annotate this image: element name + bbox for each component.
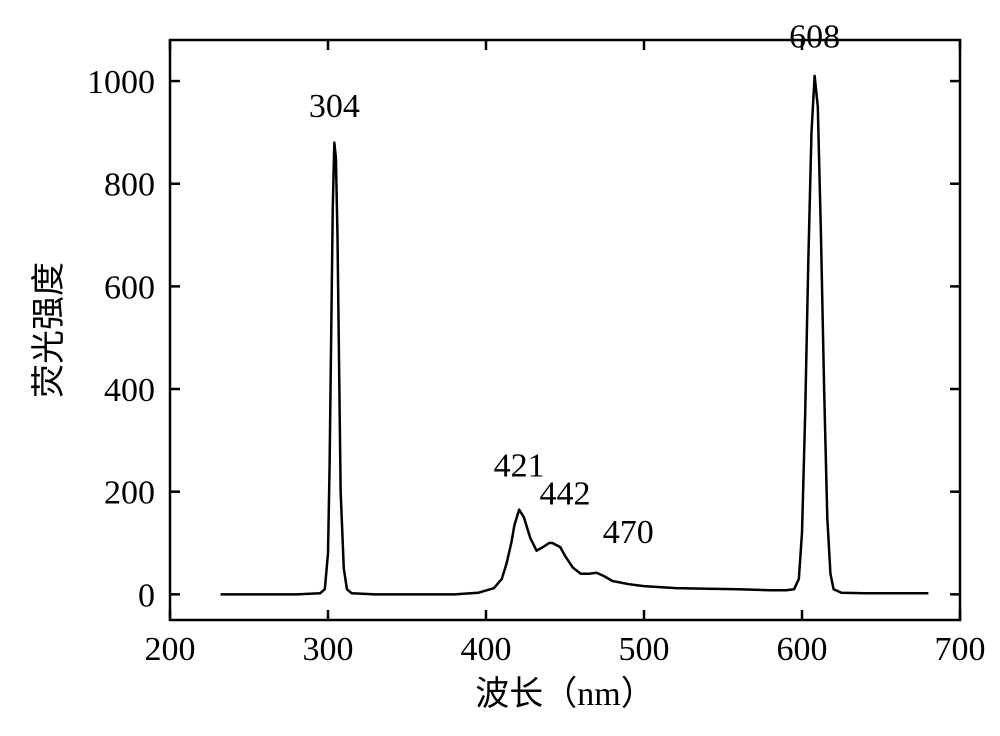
x-tick-label: 400 [461, 631, 512, 668]
x-tick-label: 300 [303, 631, 354, 668]
x-tick-label: 600 [777, 631, 828, 668]
y-tick-label: 600 [104, 269, 155, 306]
x-tick-label: 700 [935, 631, 986, 668]
y-tick-label: 400 [104, 372, 155, 409]
spectrum-chart: 200 300 400 500 600 700 0 200 400 600 800 1000 波长（nm… [0, 0, 1000, 736]
y-axis-label: 荧光强度 [30, 262, 68, 398]
y-tick-label: 200 [104, 475, 155, 512]
peak-label: 608 [789, 19, 840, 56]
x-axis-label: 波长（nm） [475, 675, 654, 713]
x-tick-label: 500 [619, 631, 670, 668]
chart-svg: 200 300 400 500 600 700 0 200 400 600 800 1000 波长（nm… [0, 0, 1000, 736]
spectrum-line [221, 76, 929, 594]
x-tick-label: 200 [145, 631, 196, 668]
y-tick-label: 800 [104, 167, 155, 204]
plot-border [170, 40, 960, 620]
peak-label: 442 [540, 476, 591, 513]
y-tick-label: 0 [138, 577, 155, 614]
peak-label: 421 [494, 447, 545, 484]
y-tick-label: 1000 [87, 64, 155, 101]
peak-label: 304 [309, 88, 360, 125]
peak-label: 470 [603, 514, 654, 551]
